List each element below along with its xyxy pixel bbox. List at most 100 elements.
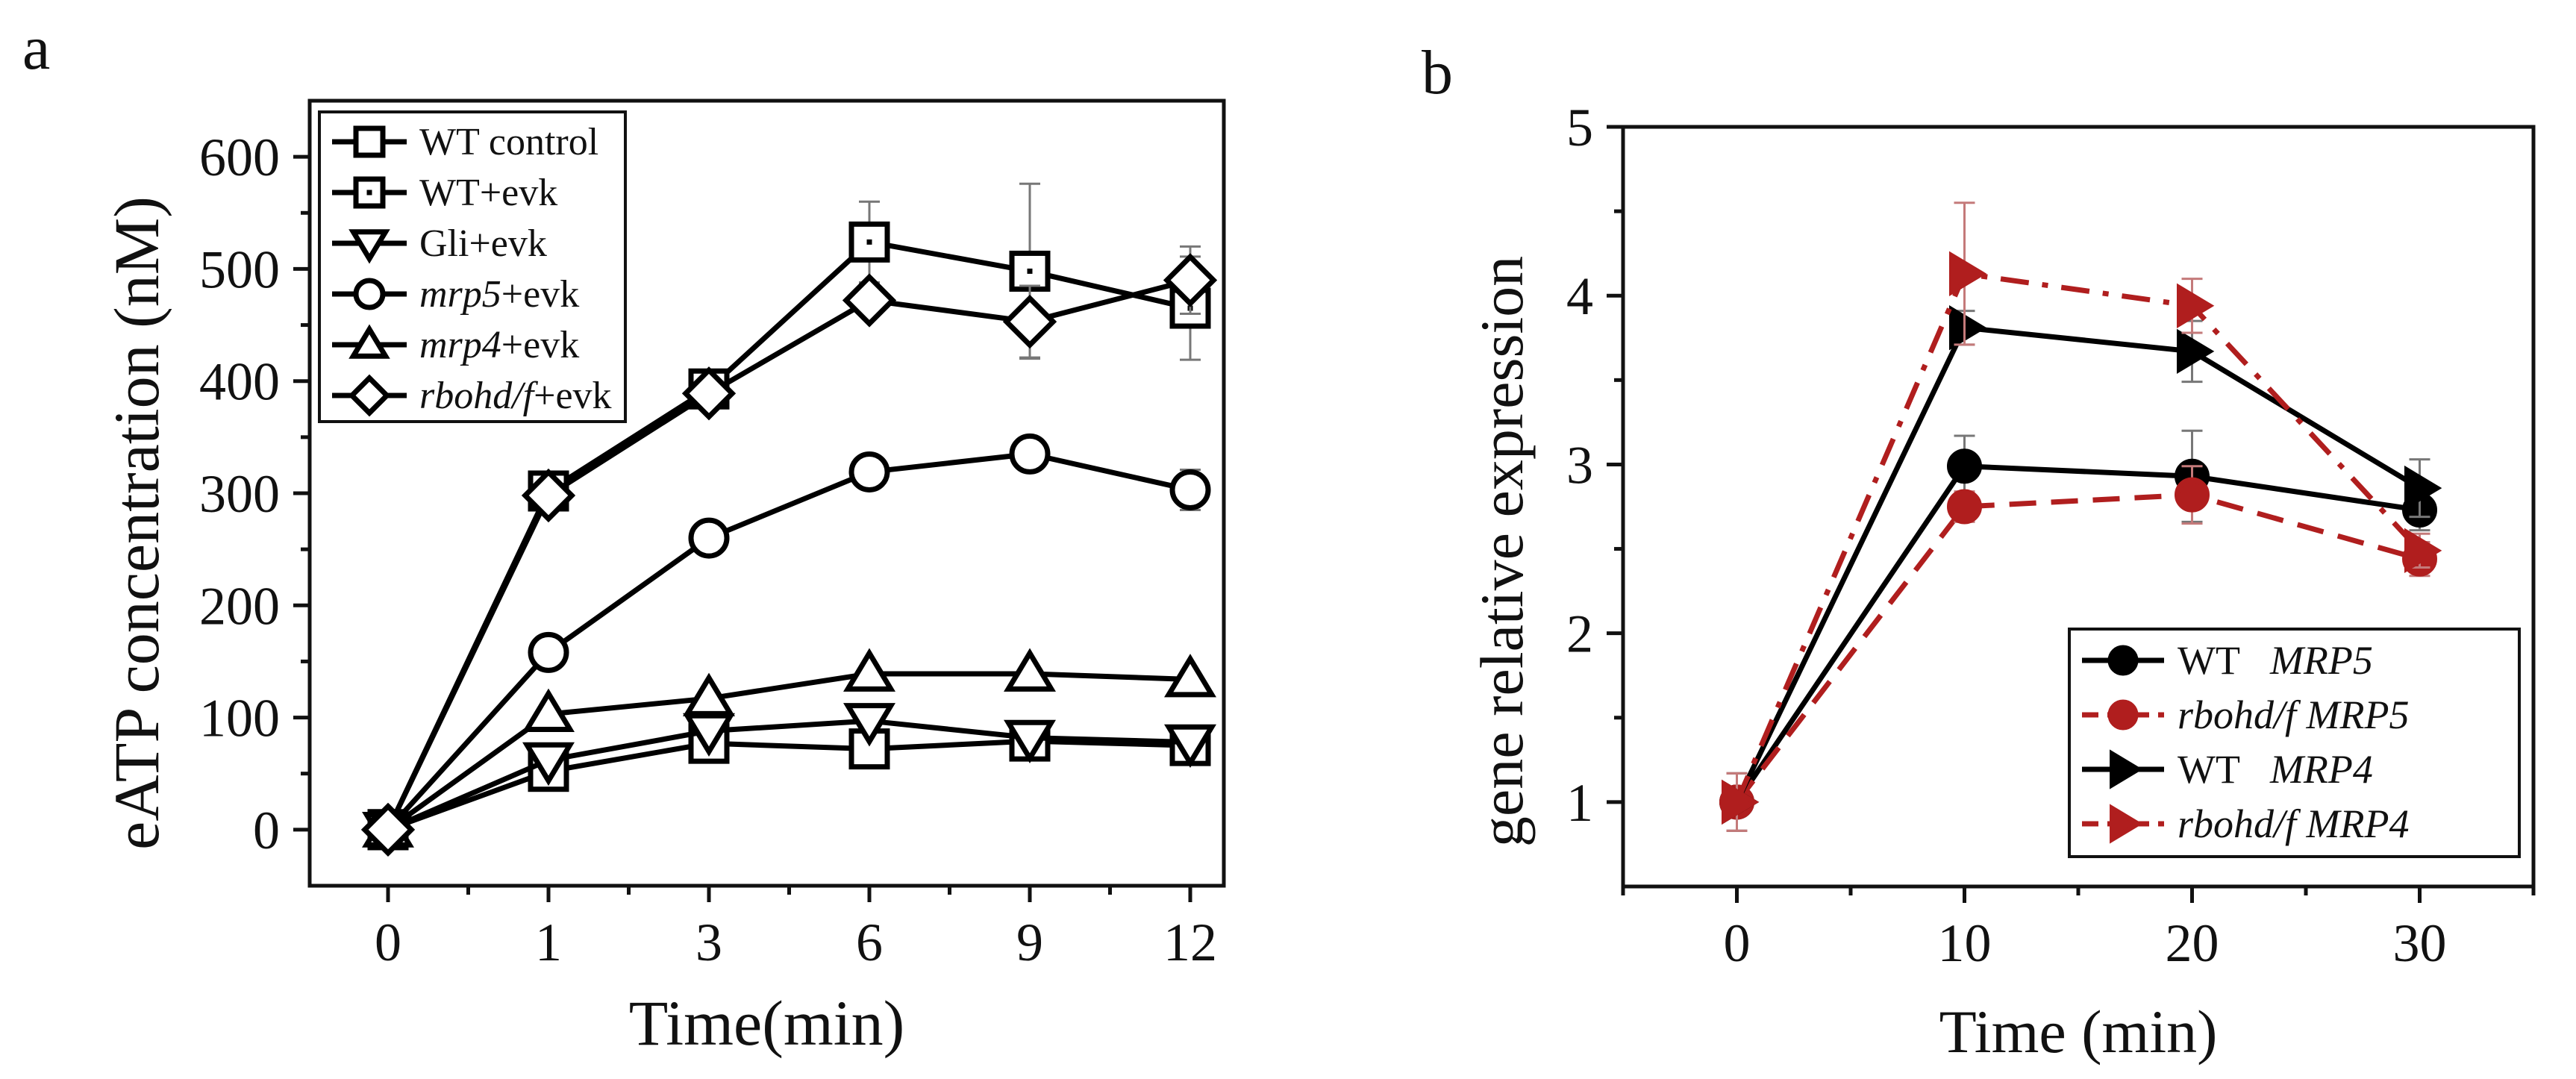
data-point-a	[522, 688, 575, 732]
data-point-a	[528, 631, 569, 673]
data-point-a	[1163, 253, 1218, 307]
y-tick-label-a: 100	[199, 689, 280, 748]
data-point-a-dot	[866, 239, 872, 245]
x-axis-title-b: Time (min)	[1939, 998, 2218, 1066]
x-tick-label-a: 9	[1016, 913, 1043, 972]
legend-b-label: rbohd/f MRP5	[2178, 692, 2409, 737]
data-point-b	[2175, 477, 2210, 513]
data-point-a	[1002, 294, 1057, 349]
series-b-1	[1719, 465, 2437, 832]
series-line-b	[1734, 463, 2421, 804]
data-point-a	[1004, 648, 1056, 692]
legend-a-marker-dot	[366, 190, 372, 196]
data-point-b	[1947, 489, 1982, 525]
series-line-a	[386, 451, 1191, 832]
legend-a-label: mrp4+evk	[419, 324, 579, 366]
series-line-a	[387, 718, 1191, 833]
series-line-b	[1734, 492, 2421, 804]
x-tick-label-a: 12	[1163, 913, 1217, 972]
data-point-b	[2177, 283, 2215, 328]
legend-b-marker	[2110, 804, 2143, 844]
legend-b-box	[2068, 628, 2521, 858]
data-point-a	[1004, 719, 1056, 764]
series-a-3	[367, 433, 1211, 851]
data-point-a	[360, 802, 416, 857]
data-point-a	[1009, 433, 1051, 475]
legend-b-marker	[2110, 749, 2143, 789]
legend-a-label: WT control	[419, 121, 598, 163]
legend-a-marker	[348, 324, 390, 359]
y-tick-label-a: 600	[199, 128, 280, 187]
series-a-5	[360, 245, 1218, 857]
x-tick-label-a: 3	[695, 913, 722, 972]
x-tick-label-b: 0	[1724, 913, 1751, 973]
legend-a-label: mrp5+evk	[419, 273, 579, 316]
y-tick-label-a: 0	[253, 801, 280, 860]
legend-b-label: rbohd/f MRP4	[2178, 801, 2409, 846]
data-point-b	[2177, 328, 2215, 375]
y-tick-label-b: 3	[1566, 435, 1593, 495]
data-point-a	[683, 672, 735, 716]
y-axis-title-a: eATP concentration (nM)	[101, 196, 172, 850]
data-point-b	[1949, 251, 1987, 296]
legend-b-marker	[2107, 699, 2139, 731]
legend-a-marker	[348, 374, 391, 417]
legend-a-marker	[353, 278, 386, 310]
series-line-a	[387, 738, 1191, 833]
legend-a-label: Gli+evk	[419, 222, 547, 265]
series-line-a	[385, 278, 1191, 831]
data-point-a	[843, 648, 895, 692]
panel-b-letter: b	[1422, 38, 1453, 107]
data-point-b	[1722, 779, 1760, 825]
y-tick-label-a: 400	[199, 352, 280, 412]
y-tick-label-a: 500	[199, 240, 280, 299]
series-line-a	[386, 671, 1191, 832]
legend-b-label: WT MRP5	[2178, 638, 2373, 683]
legend-a-box	[318, 110, 627, 423]
x-tick-label-a: 6	[856, 913, 883, 972]
panel-b: b 1 2 3 4 5 0 10 20 30 Time (min) gene relative exp…	[1422, 38, 2536, 1066]
legend-b-marker	[2107, 645, 2139, 676]
x-axis-title-a: Time(min)	[629, 987, 905, 1059]
data-point-b	[1949, 305, 1987, 351]
data-point-a	[848, 451, 890, 492]
legend-b: WT MRP5 rbohd/f MRP5 WT MRP4 rbohd/f MRP4	[2068, 628, 2521, 858]
data-point-a	[1164, 724, 1216, 769]
data-point-a	[843, 703, 895, 747]
data-point-a	[842, 273, 897, 328]
data-point-a-dot	[1027, 268, 1033, 274]
series-line-b	[1734, 271, 2422, 804]
data-point-a	[1164, 654, 1216, 698]
y-tick-label-b: 2	[1566, 604, 1593, 664]
x-tick-label-b: 30	[2393, 913, 2447, 973]
series-b-3	[1722, 201, 2442, 832]
data-point-a	[681, 366, 737, 421]
panel-a: a 0 100 200 300 400 500 600 0 1 3 6 9 12 Time(min) eATP…	[22, 13, 1226, 1059]
y-tick-label-b: 1	[1566, 773, 1593, 833]
data-point-b	[2404, 465, 2442, 511]
x-tick-label-b: 10	[1938, 913, 1992, 973]
y-tick-label-a: 200	[199, 576, 280, 636]
data-point-b	[2404, 528, 2442, 573]
data-point-a	[688, 517, 730, 559]
data-point-a	[1169, 469, 1211, 510]
data-point-b	[1947, 448, 1982, 484]
legend-a: WT control WT+evk Gli+evk mrp5+evk mrp4+evk r…	[318, 110, 627, 423]
x-tick-label-a: 0	[375, 913, 401, 972]
panel-a-letter: a	[22, 13, 50, 83]
series-a-2	[362, 703, 1216, 856]
y-tick-label-b: 5	[1566, 98, 1593, 157]
legend-a-marker	[348, 229, 390, 264]
legend-b-label: WT MRP4	[2178, 747, 2373, 792]
x-tick-label-a: 1	[535, 913, 562, 972]
x-tick-label-b: 20	[2166, 913, 2219, 973]
series-line-b	[1734, 325, 2422, 804]
legend-a-label: rbohd/f+evk	[419, 375, 612, 417]
y-axis-title-b: gene relative expression	[1468, 256, 1536, 847]
y-tick-label-a: 300	[199, 464, 280, 524]
series-a-4	[362, 648, 1216, 848]
legend-a-marker	[353, 125, 386, 158]
data-point-a	[521, 468, 576, 523]
data-point-a	[522, 742, 575, 786]
